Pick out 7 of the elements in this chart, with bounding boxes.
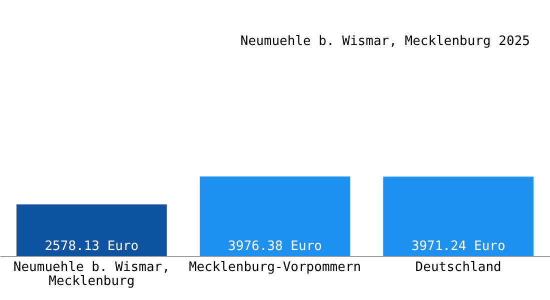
chart-title: Neumuehle b. Wismar, Mecklenburg 2025 [240, 34, 530, 49]
data-label: 3971.24 Euro [411, 239, 506, 254]
x-tick-label: Neumuehle b. Wismar, Mecklenburg [13, 260, 170, 289]
x-tick-label: Mecklenburg-Vorpommern [188, 260, 362, 275]
data-label: 3976.38 Euro [228, 239, 322, 254]
x-tick-label: Deutschland [415, 260, 502, 275]
data-label: 2578.13 Euro [44, 239, 139, 254]
